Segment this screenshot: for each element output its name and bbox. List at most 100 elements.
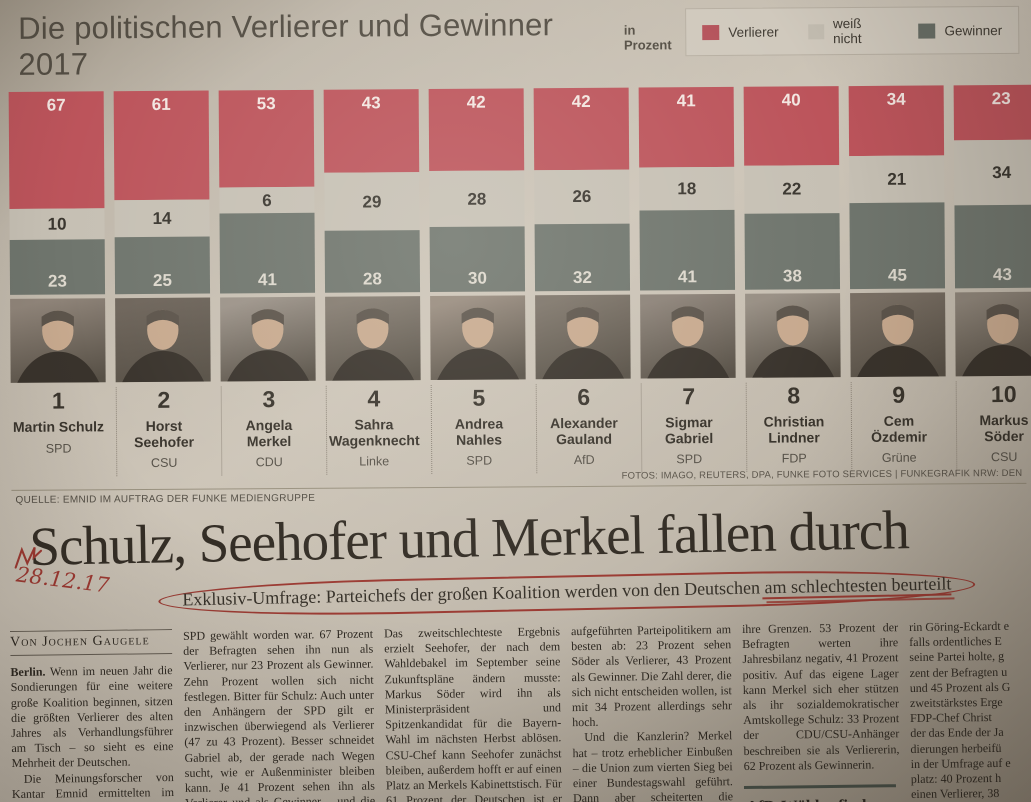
bar-segment-weiss-nicht: 21 bbox=[849, 155, 945, 204]
bar-value: 53 bbox=[256, 94, 276, 114]
politician-name: Cem Özdemir bbox=[870, 412, 928, 445]
paragraph: Und die Kanzlerin? Merkel hat – trotz er… bbox=[572, 728, 734, 802]
politician-photo bbox=[955, 291, 1031, 377]
handwritten-mark-icon bbox=[11, 545, 50, 578]
bar-value: 10 bbox=[47, 214, 67, 234]
article-column-3: Das zweitschlechteste Ergebnis erzielt S… bbox=[384, 624, 563, 802]
politician-photo bbox=[10, 298, 106, 383]
text-line-fragment: falls ordentliches E bbox=[909, 634, 1002, 650]
politician-party: Grüne bbox=[881, 450, 917, 466]
paragraph: Die Meinungsforscher von Kantar Emnid er… bbox=[11, 769, 175, 802]
rank-cell: 5 Andrea Nahles SPD bbox=[430, 384, 527, 475]
bar-segment-verlierer: 41 bbox=[638, 86, 735, 168]
person-silhouette-icon bbox=[751, 305, 835, 378]
bar-value: 18 bbox=[677, 179, 697, 199]
rank-cell: 4 Sahra Wagenknecht Linke bbox=[325, 385, 422, 476]
clipped-lines: rin Göring-Eckardt e falls ordentliches E… bbox=[909, 619, 1031, 802]
politician-photo bbox=[115, 297, 211, 383]
politician-party: FDP bbox=[781, 451, 807, 466]
legend-item-verlierer: Verlierer bbox=[702, 24, 779, 40]
stacked-bar: 42 28 30 bbox=[428, 88, 526, 293]
paragraph-text: Wenn im neuen Jahr die Sondierungen für … bbox=[10, 663, 174, 771]
bar-value: 14 bbox=[152, 208, 172, 228]
text-line-fragment: FDP-Chef Christ bbox=[910, 710, 992, 726]
rank-number: 2 bbox=[157, 386, 171, 413]
text-line-fragment: in der Umfrage auf e bbox=[910, 755, 1011, 771]
paragraph: ihre Grenzen. 53 Prozent der Befragten w… bbox=[741, 620, 900, 773]
rank-cell: 1 Martin Schulz SPD bbox=[11, 387, 107, 477]
person-silhouette-icon bbox=[226, 309, 310, 382]
person-silhouette-icon bbox=[856, 304, 940, 378]
stacked-bar: 53 6 41 bbox=[218, 89, 316, 294]
paragraph: Das zweitschlechteste Ergebnis erzielt S… bbox=[383, 624, 563, 802]
politician-photo bbox=[640, 293, 736, 379]
politician-name: Christian Lindner bbox=[763, 413, 825, 446]
article-section: 28.12.17 Schulz, Seehofer und Merkel fal… bbox=[0, 499, 1031, 802]
bar-segment-weiss-nicht: 34 bbox=[954, 139, 1031, 206]
politician-name: Sigmar Gabriel bbox=[664, 414, 714, 447]
stacked-bar: 42 26 32 bbox=[533, 87, 631, 292]
bar-cell: 67 10 23 bbox=[8, 91, 106, 295]
text-line-fragment: zent der Befragten u bbox=[909, 664, 1008, 680]
bar-value: 42 bbox=[571, 91, 591, 112]
bar-segment-gewinner: 23 bbox=[9, 239, 106, 295]
politician-name: Markus Söder bbox=[979, 411, 1029, 444]
bar-segment-verlierer: 23 bbox=[953, 84, 1031, 140]
person-silhouette-icon bbox=[961, 304, 1031, 377]
rank-number: 10 bbox=[990, 380, 1017, 408]
person-silhouette-icon bbox=[121, 309, 205, 383]
stacked-bar: 23 34 43 bbox=[953, 84, 1031, 289]
bar-segment-weiss-nicht: 26 bbox=[534, 169, 630, 224]
bars-row: 67 10 23 61 14 25 53 6 41 43 29 28 42 28 30 42 26 32 41 18 4… bbox=[8, 84, 1031, 295]
bar-segment-verlierer: 67 bbox=[8, 91, 105, 210]
bar-value: 42 bbox=[466, 92, 486, 112]
rank-cell: 2 Horst Seehofer CSU bbox=[115, 386, 212, 477]
bar-value: 41 bbox=[677, 267, 697, 287]
bar-value: 67 bbox=[46, 95, 66, 115]
bar-segment-verlierer: 34 bbox=[848, 85, 945, 157]
chart-legend: Verlierer weiß nicht Gewinner bbox=[685, 5, 1020, 57]
bar-cell: 42 26 32 bbox=[533, 87, 631, 292]
text-line-fragment: rin Göring-Eckardt e bbox=[908, 618, 1010, 635]
politician-name: Alexander Gauland bbox=[550, 414, 618, 447]
bar-cell: 34 21 45 bbox=[848, 85, 946, 290]
politician-photo bbox=[535, 294, 631, 380]
text-line-fragment: dierungen herbeifü bbox=[910, 740, 1002, 756]
politician-name: Andrea Nahles bbox=[454, 415, 504, 448]
byline: Von Jochen Gaugele bbox=[10, 629, 173, 657]
bar-segment-verlierer: 42 bbox=[533, 87, 630, 170]
crosshead: AfD-Wähler finden Christian Lindner gut bbox=[743, 784, 897, 802]
politician-name: Horst Seehofer bbox=[134, 417, 195, 450]
subhead: Exklusiv-Umfrage: Parteichefs der großen… bbox=[158, 566, 976, 620]
bar-segment-weiss-nicht: 22 bbox=[744, 164, 840, 214]
bar-value: 25 bbox=[152, 270, 172, 290]
bar-segment-gewinner: 30 bbox=[429, 226, 526, 293]
bar-value: 30 bbox=[467, 268, 487, 288]
rank-cell: 10 Markus Söder CSU bbox=[955, 380, 1031, 471]
bar-value: 43 bbox=[992, 264, 1012, 285]
bar-value: 22 bbox=[782, 179, 802, 199]
rank-number: 6 bbox=[577, 383, 591, 410]
bar-cell: 53 6 41 bbox=[218, 89, 316, 294]
legend-item-weiss-nicht: weiß nicht bbox=[808, 16, 888, 47]
article-body: Von Jochen Gaugele Berlin. Wenn im neuen… bbox=[10, 619, 1031, 802]
weiss-nicht-swatch-icon bbox=[808, 23, 825, 39]
text-line-fragment: platz: 40 Prozent h bbox=[910, 771, 1002, 787]
person-silhouette-icon bbox=[541, 306, 625, 380]
legend-label: weiß nicht bbox=[832, 15, 862, 47]
ranks-row: 1 Martin Schulz SPD 2 Horst Seehofer CSU 3 Ange… bbox=[11, 380, 1031, 478]
bar-value: 28 bbox=[362, 269, 382, 289]
bar-value: 41 bbox=[676, 91, 696, 111]
bar-value: 43 bbox=[361, 93, 381, 113]
politician-party: CSU bbox=[990, 450, 1018, 465]
bar-value: 41 bbox=[257, 270, 277, 290]
chart-title-row: Die politischen Verlierer und Gewinner 2… bbox=[8, 0, 1024, 83]
bar-segment-gewinner: 43 bbox=[954, 204, 1031, 289]
subhead-text: Exklusiv-Umfrage: Parteichefs der großen… bbox=[182, 577, 765, 610]
bar-segment-weiss-nicht: 18 bbox=[639, 167, 735, 211]
bar-segment-verlierer: 53 bbox=[218, 89, 315, 188]
person-silhouette-icon bbox=[16, 310, 100, 383]
person-silhouette-icon bbox=[331, 308, 415, 381]
politician-name: Martin Schulz bbox=[12, 418, 105, 435]
rank-number: 4 bbox=[367, 385, 381, 412]
